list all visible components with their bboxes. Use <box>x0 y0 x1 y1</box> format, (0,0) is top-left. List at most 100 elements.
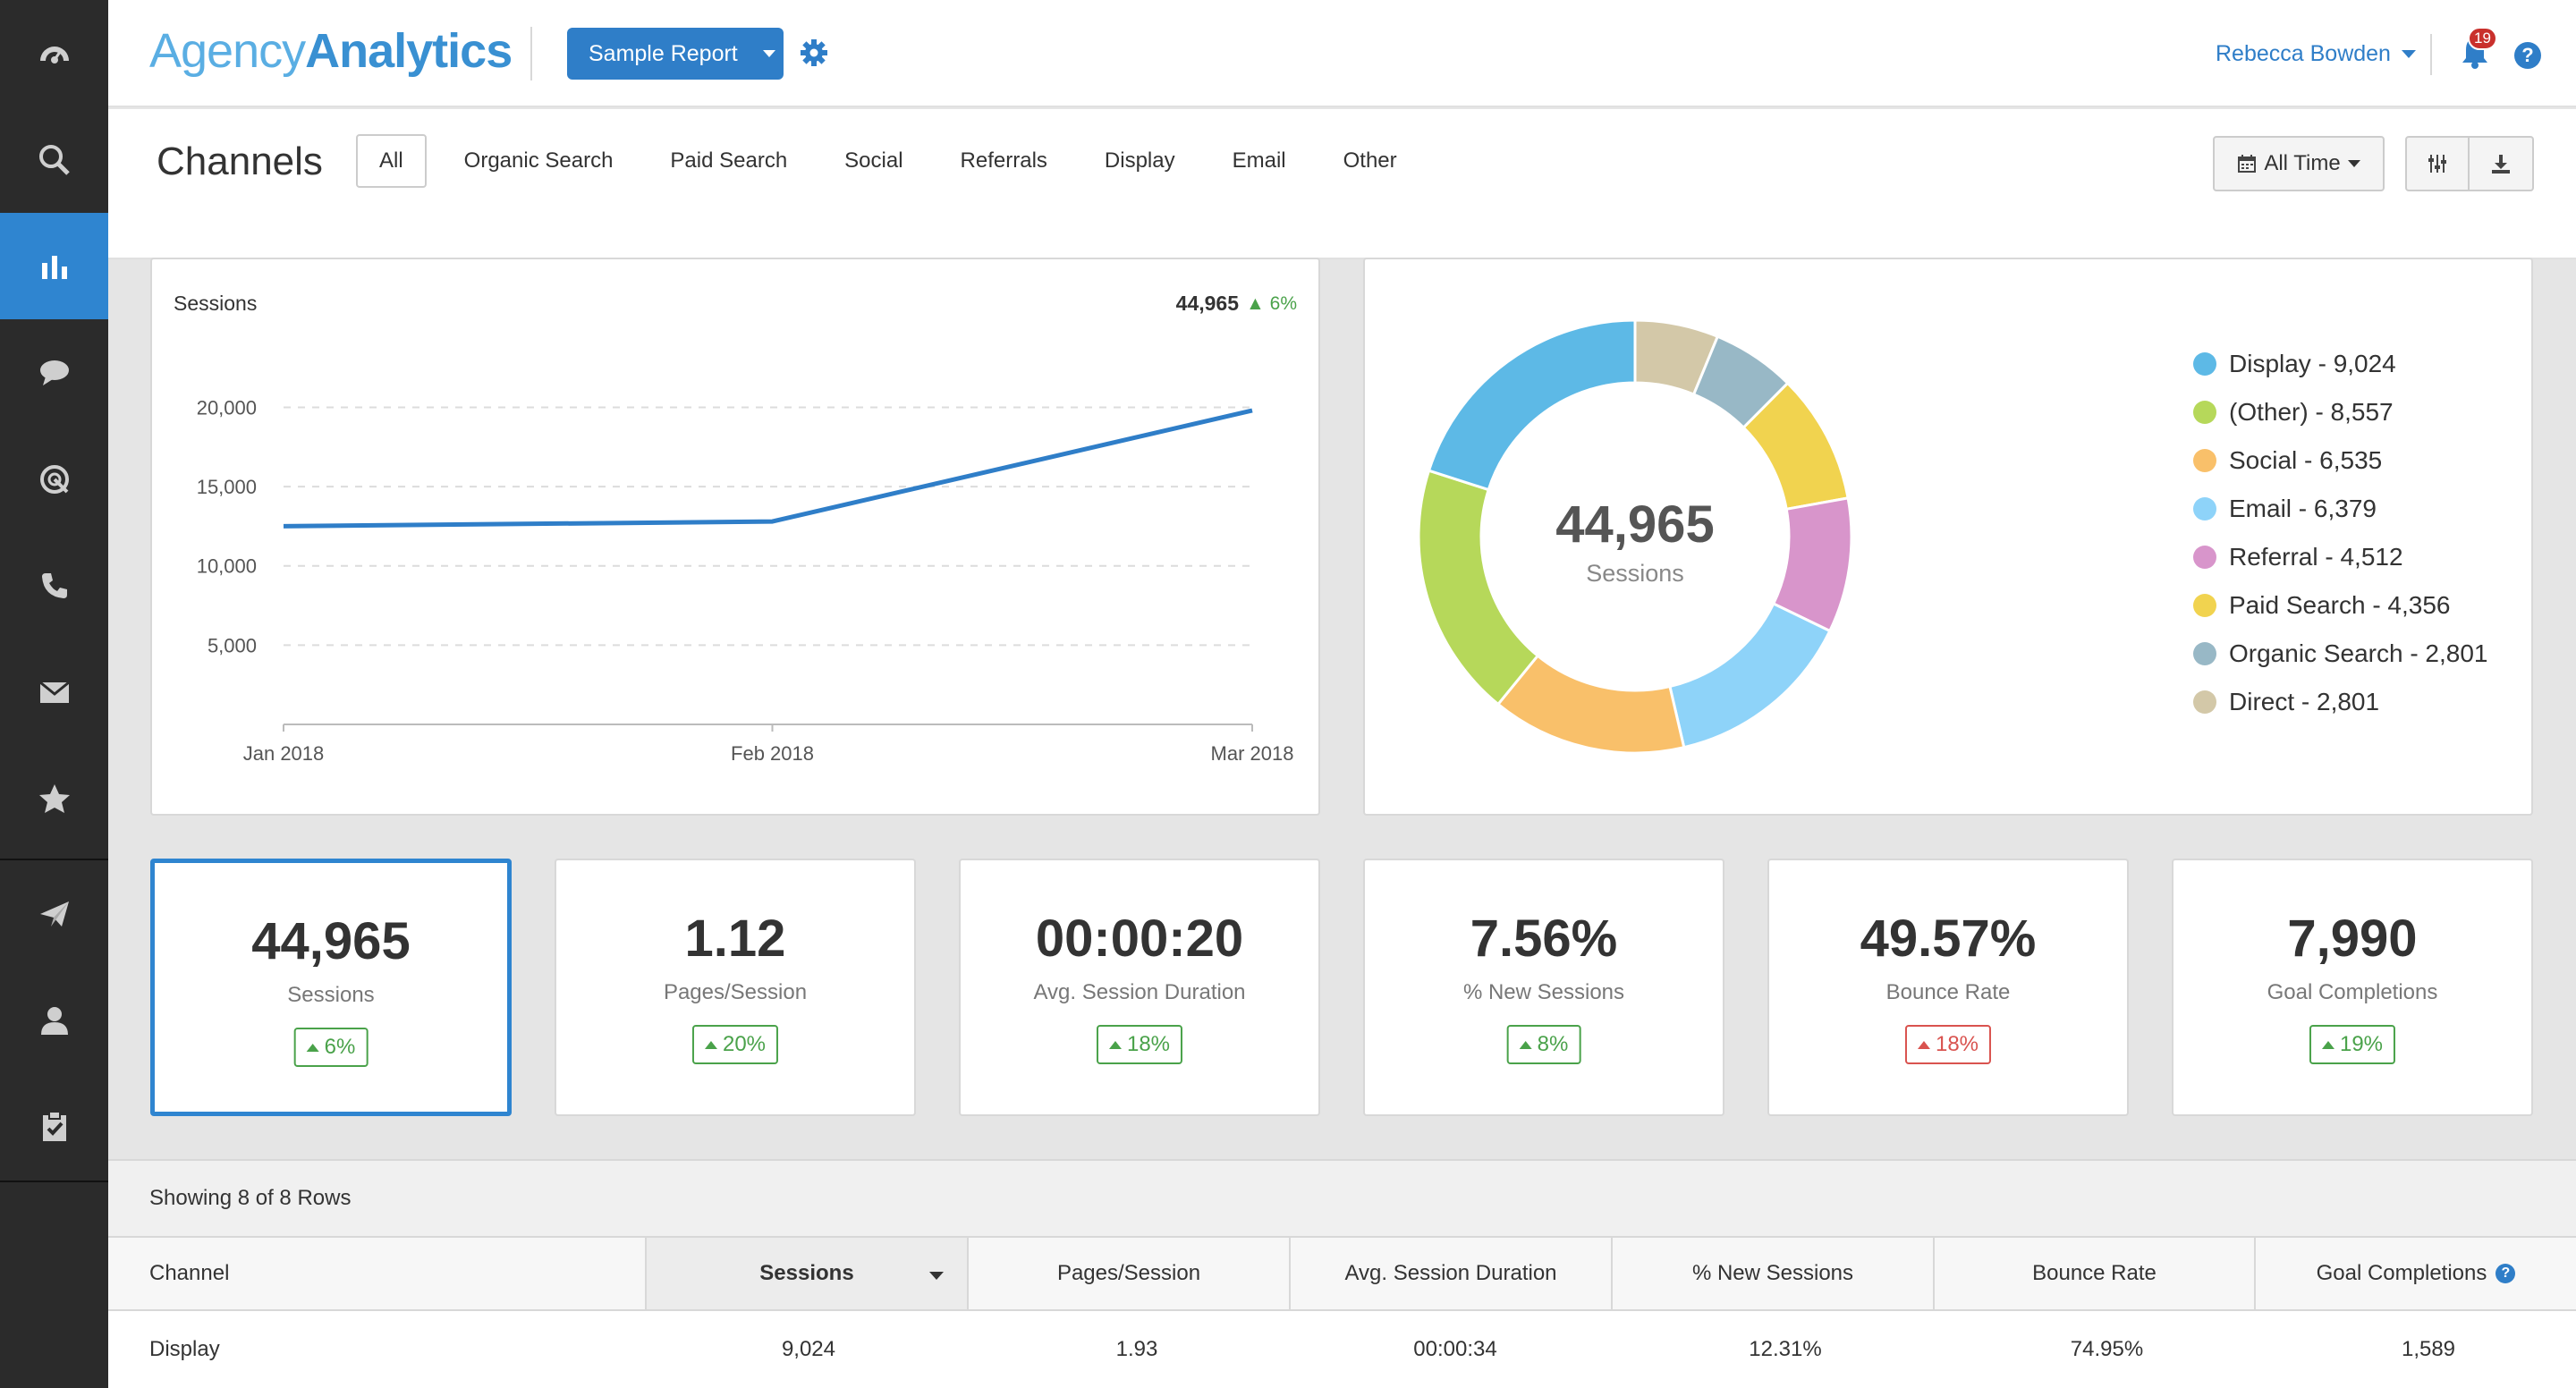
sample-report-dropdown[interactable]: Sample Report <box>567 28 784 80</box>
donut-legend: Display - 9,024 (Other) - 8,557 Social - 6… <box>2193 340 2488 726</box>
header-divider <box>530 27 532 80</box>
search-icon <box>38 144 70 175</box>
sidebar-item-analytics[interactable] <box>0 213 108 319</box>
y-tick-label: 5,000 <box>208 634 257 656</box>
legend-item[interactable]: (Other) - 8,557 <box>2193 388 2488 436</box>
cell-pages-session: 1.93 <box>1115 1337 1158 1361</box>
trend-up-icon <box>2321 1040 2334 1049</box>
bar-chart-icon <box>41 255 67 279</box>
envelope-icon <box>38 681 70 703</box>
tab-other[interactable]: Other <box>1343 148 1397 173</box>
kpi-change-badge: 20% <box>691 1025 779 1064</box>
kpi-tile-sessions[interactable]: 44,965 Sessions 6% <box>150 859 512 1116</box>
column-label: Bounce Rate <box>2032 1261 2157 1285</box>
column-header-bounce-rate[interactable]: Bounce Rate <box>1933 1238 2254 1309</box>
kpi-tile-new-sessions[interactable]: 7.56% % New Sessions 8% <box>1363 859 1724 1116</box>
download-button[interactable] <box>2470 136 2534 191</box>
kpi-label: % New Sessions <box>1462 980 1625 1004</box>
column-header-new-sessions[interactable]: % New Sessions <box>1611 1238 1933 1309</box>
column-header-goal-completions[interactable]: Goal Completions? <box>2254 1238 2576 1309</box>
sidebar-item-favorites[interactable] <box>0 745 108 851</box>
legend-item[interactable]: Display - 9,024 <box>2193 340 2488 388</box>
column-label: Pages/Session <box>1056 1261 1201 1285</box>
legend-item[interactable]: Email - 6,379 <box>2193 485 2488 533</box>
chart-change-value: 6% <box>1269 292 1297 314</box>
column-label: Sessions <box>759 1261 854 1285</box>
sessions-line-chart: 20,000 15,000 10,000 5,000 Jan 2018 Feb 2018 M… <box>197 396 1294 765</box>
tab-email[interactable]: Email <box>1232 148 1286 173</box>
rows-info: Showing 8 of 8 Rows <box>108 1159 2576 1236</box>
column-header-avg-session-duration[interactable]: Avg. Session Duration <box>1289 1238 1611 1309</box>
donut-slice <box>1427 318 1637 492</box>
legend-swatch <box>2193 546 2216 569</box>
sidebar-item-dashboard[interactable] <box>0 0 108 106</box>
help-icon[interactable]: ? <box>2496 1264 2516 1283</box>
y-tick-label: 10,000 <box>197 555 257 578</box>
kpi-value: 7,990 <box>2287 910 2418 968</box>
legend-swatch <box>2193 449 2216 472</box>
trend-up-icon <box>1917 1040 1930 1049</box>
sidebar-item-tasks[interactable] <box>0 1073 108 1180</box>
tab-all[interactable]: All <box>356 134 427 188</box>
kpi-value: 44,965 <box>251 912 411 970</box>
column-header-pages-session[interactable]: Pages/Session <box>967 1238 1289 1309</box>
kpi-tile-avg-session-duration[interactable]: 00:00:20 Avg. Session Duration 18% <box>959 859 1320 1116</box>
kpi-change-badge: 19% <box>2309 1025 2396 1064</box>
tab-organic-search[interactable]: Organic Search <box>463 148 614 173</box>
tab-paid-search[interactable]: Paid Search <box>670 148 788 173</box>
paper-plane-icon <box>39 901 69 927</box>
sidebar-item-target[interactable] <box>0 426 108 532</box>
trend-up-icon <box>1108 1040 1122 1049</box>
sessions-line-chart-card: Sessions 44,965 ▲ 6% 20,000 15,000 10,000 5… <box>150 258 1320 816</box>
sidebar-item-send[interactable] <box>0 860 108 967</box>
date-range-dropdown[interactable]: All Time <box>2213 136 2385 191</box>
kpi-tile-pages-session[interactable]: 1.12 Pages/Session 20% <box>555 859 916 1116</box>
tab-social[interactable]: Social <box>844 148 903 173</box>
column-header-channel[interactable]: Channel <box>108 1238 645 1309</box>
dashboard-icon <box>39 46 69 63</box>
logo-text-analytics: Analytics <box>305 24 513 78</box>
legend-swatch <box>2193 594 2216 617</box>
kpi-tile-goal-completions[interactable]: 7,990 Goal Completions 19% <box>2172 859 2533 1116</box>
tab-referrals[interactable]: Referrals <box>960 148 1047 173</box>
legend-swatch <box>2193 352 2216 376</box>
agency-analytics-logo[interactable]: AgencyAnalytics <box>149 23 513 79</box>
chat-icon <box>39 360 69 385</box>
sidebar-item-search[interactable] <box>0 106 108 213</box>
chart-total-value: 44,965 <box>1175 292 1240 315</box>
header-divider <box>2430 34 2432 75</box>
tab-display[interactable]: Display <box>1104 148 1175 173</box>
kpi-label: Avg. Session Duration <box>1033 980 1246 1004</box>
clipboard-check-icon <box>42 1110 66 1141</box>
cell-bounce-rate: 74.95% <box>2070 1337 2144 1361</box>
phone-icon <box>41 572 67 598</box>
legend-item[interactable]: Referral - 4,512 <box>2193 533 2488 581</box>
donut-slice <box>1668 601 1832 749</box>
kpi-value: 00:00:20 <box>1035 910 1244 968</box>
legend-item[interactable]: Direct - 2,801 <box>2193 678 2488 726</box>
kpi-label: Pages/Session <box>663 980 808 1004</box>
chart-title: Sessions <box>174 292 258 315</box>
legend-item[interactable]: Organic Search - 2,801 <box>2193 630 2488 678</box>
user-menu[interactable]: Rebecca Bowden <box>2216 41 2416 67</box>
sidebar-item-email[interactable] <box>0 639 108 745</box>
legend-label: Paid Search - 4,356 <box>2229 591 2451 619</box>
legend-swatch <box>2193 690 2216 714</box>
legend-item[interactable]: Social - 6,535 <box>2193 436 2488 485</box>
date-range-label: All Time <box>2264 151 2341 175</box>
help-icon[interactable]: ? <box>2514 42 2541 69</box>
sidebar-item-chat[interactable] <box>0 319 108 426</box>
kpi-change-value: 18% <box>1126 1032 1171 1056</box>
legend-swatch <box>2193 497 2216 520</box>
trend-up-icon <box>1519 1040 1532 1049</box>
top-header: AgencyAnalytics Sample Report Rebecca Bo… <box>108 0 2576 107</box>
customize-button[interactable] <box>2405 136 2470 191</box>
legend-label: (Other) - 8,557 <box>2229 398 2394 426</box>
kpi-tile-bounce-rate[interactable]: 49.57% Bounce Rate 18% <box>1767 859 2129 1116</box>
sidebar-item-users[interactable] <box>0 967 108 1073</box>
column-header-sessions[interactable]: Sessions <box>645 1238 967 1309</box>
legend-item[interactable]: Paid Search - 4,356 <box>2193 581 2488 630</box>
table-row[interactable]: Display 9,024 1.93 00:00:34 12.31% 74.95… <box>108 1311 2576 1388</box>
gear-icon[interactable] <box>800 38 828 67</box>
sidebar-item-calls[interactable] <box>0 532 108 639</box>
